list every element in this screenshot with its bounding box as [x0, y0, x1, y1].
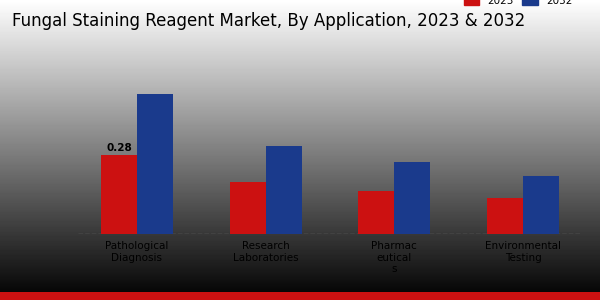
- Bar: [523, 176, 559, 234]
- Bar: [101, 155, 137, 234]
- Bar: [358, 190, 394, 234]
- Legend: 2023, 2032: 2023, 2032: [460, 0, 577, 11]
- Text: 0.28: 0.28: [106, 143, 132, 153]
- Bar: [266, 146, 302, 234]
- Bar: [487, 197, 523, 234]
- Bar: [137, 94, 173, 234]
- Bar: [394, 162, 430, 234]
- Text: Fungal Staining Reagent Market, By Application, 2023 & 2032: Fungal Staining Reagent Market, By Appli…: [12, 12, 525, 30]
- Bar: [230, 182, 266, 234]
